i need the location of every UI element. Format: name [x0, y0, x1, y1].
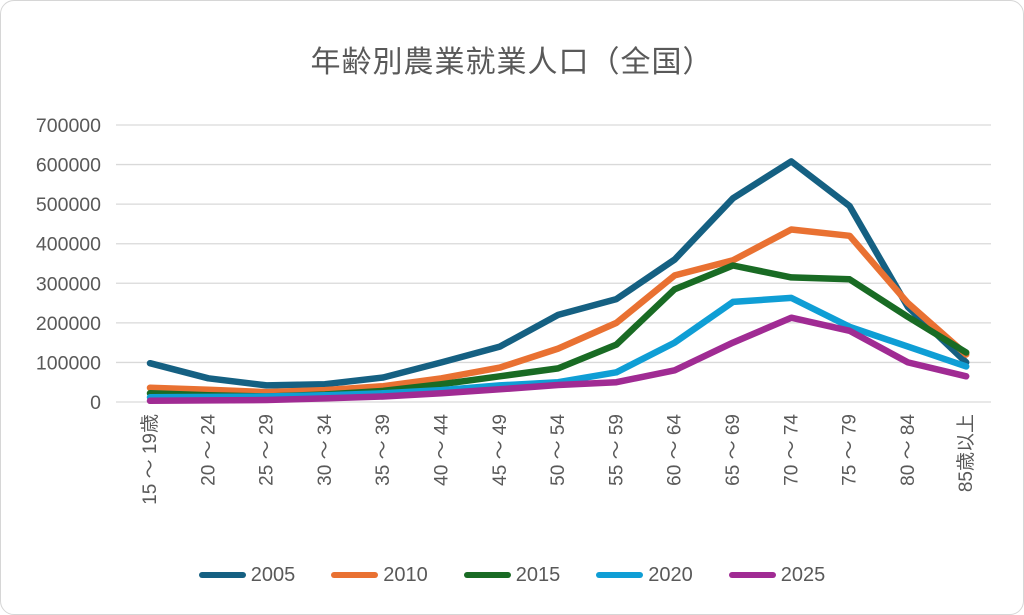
legend-line-swatch	[331, 572, 379, 578]
x-tick-label: 40 ～ 44	[432, 414, 453, 486]
legend-line-swatch	[198, 572, 246, 578]
x-tick-label: 20 ～ 24	[198, 414, 219, 486]
y-tick-label: 300000	[36, 273, 101, 295]
x-tick-label: 30 ～ 34	[315, 414, 336, 486]
series-line-2005	[146, 158, 970, 389]
y-tick-label: 200000	[36, 313, 101, 335]
x-tick-label: 80 ～ 84	[898, 414, 919, 486]
legend-label: 2020	[648, 564, 693, 586]
x-tick-label: 35 ～ 39	[373, 414, 394, 486]
y-tick-label: 400000	[36, 234, 101, 256]
series-line-2010	[146, 226, 970, 396]
legend-item-2005: 2005	[198, 564, 296, 586]
x-tick-label: 60 ～ 64	[665, 414, 686, 486]
legend-line-swatch	[596, 572, 644, 578]
legend-line-swatch	[728, 572, 776, 578]
x-tick-label: 25 ～ 29	[257, 414, 278, 486]
x-tick-label: 75 ～ 79	[840, 414, 861, 486]
legend-label: 2010	[383, 564, 428, 586]
x-tick-label: 15 ～ 19歳	[139, 414, 161, 505]
x-tick-label: 70 ～ 74	[781, 414, 802, 486]
y-tick-label: 700000	[36, 115, 101, 137]
legend-label: 2025	[780, 564, 826, 586]
legend-label: 2015	[515, 564, 561, 586]
legend-item-2010: 2010	[331, 565, 428, 585]
y-tick-label: 0	[90, 392, 101, 414]
x-tick-label: 85歳以上	[955, 414, 977, 492]
legend-item-2020: 2020	[596, 565, 693, 585]
y-tick-label: 600000	[36, 155, 101, 177]
legend-item-2015: 2015	[463, 564, 561, 586]
x-tick-label: 45 ～ 49	[490, 414, 511, 486]
y-tick-label: 500000	[36, 194, 101, 216]
series-line-2025	[146, 314, 970, 405]
x-tick-label: 65 ～ 69	[723, 414, 744, 486]
legend-item-2025: 2025	[728, 564, 826, 586]
y-tick-label: 100000	[36, 352, 101, 374]
x-tick-label: 50 ～ 54	[548, 414, 569, 486]
legend-label: 2005	[250, 564, 296, 586]
legend-line-swatch	[463, 572, 511, 578]
chart-legend: 2005 2010 2015 2020 2025	[1, 559, 1023, 591]
chart-title: 年齢別農業就業人口（全国）	[310, 46, 714, 79]
x-tick-label: 55 ～ 59	[606, 414, 627, 486]
